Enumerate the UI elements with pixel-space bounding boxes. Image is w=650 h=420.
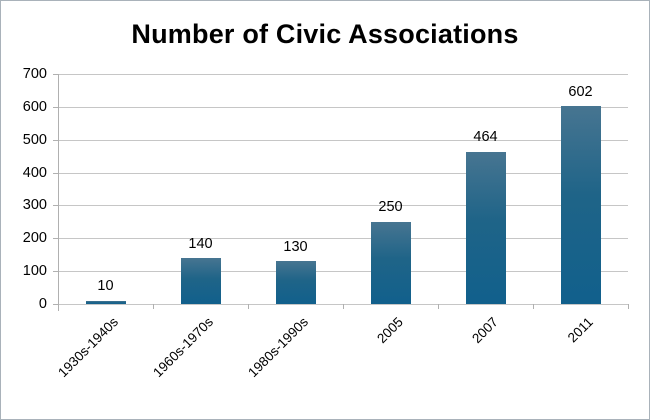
bar-value-label-1930s-1940s: 10 (97, 278, 114, 295)
x-category-label-2011: 2011 (565, 314, 597, 346)
bar-1960s-1970s (180, 258, 221, 304)
y-tick-500 (53, 139, 58, 141)
y-tick-label-600: 600 (22, 98, 47, 115)
y-tick-label-400: 400 (22, 164, 47, 181)
gridline-400 (58, 172, 628, 174)
x-tick-3 (343, 304, 344, 309)
y-tick-600 (53, 106, 58, 108)
bar-value-label-2011: 602 (568, 83, 593, 100)
x-tick-4 (438, 304, 439, 309)
y-tick-label-0: 0 (38, 296, 47, 312)
x-category-label-2007: 2007 (469, 314, 502, 347)
chart-title: Number of Civic Associations (131, 19, 519, 49)
x-tick-2 (248, 304, 249, 309)
plot-area: 10 140 130 250 464 602 (53, 74, 629, 311)
bar-value-label-2005: 250 (378, 199, 403, 216)
y-tick-0 (53, 304, 58, 305)
x-tick-5 (533, 304, 534, 309)
bar-value-label-2007: 464 (473, 129, 498, 146)
y-tick-label-500: 500 (22, 131, 47, 148)
gridline-100 (58, 271, 628, 273)
gridline-300 (58, 205, 628, 207)
bar-1930s-1940s (85, 300, 126, 304)
y-tick-300 (53, 205, 58, 207)
bar-2005 (370, 221, 411, 304)
bar-value-label-1980s-1990s: 130 (283, 238, 308, 255)
x-tick-1 (153, 304, 154, 309)
bar-2011 (560, 106, 601, 304)
y-tick-700 (53, 74, 58, 75)
y-tick-200 (53, 238, 58, 240)
y-tick-label-100: 100 (22, 263, 47, 280)
bar-2007 (465, 151, 506, 304)
y-tick-label-700: 700 (22, 66, 47, 82)
gridline-600 (58, 106, 628, 108)
x-tick-6 (628, 304, 629, 309)
x-category-label-1960s-1970s: 1960s-1970s (150, 314, 217, 381)
x-tick-0 (58, 304, 59, 309)
bar-1980s-1990s (275, 261, 316, 304)
x-category-label-2005: 2005 (374, 314, 407, 347)
y-tick-400 (53, 172, 58, 174)
x-category-label-1980s-1990s: 1980s-1990s (245, 314, 312, 381)
y-axis-line (58, 74, 59, 311)
bar-value-label-1960s-1970s: 140 (188, 235, 213, 252)
y-tick-label-200: 200 (22, 230, 47, 247)
x-category-label-1930s-1940s: 1930s-1940s (55, 314, 122, 381)
y-tick-label-300: 300 (22, 197, 47, 214)
y-tick-100 (53, 271, 58, 273)
gridline-500 (58, 139, 628, 141)
gridline-700 (58, 74, 628, 75)
gridline-200 (58, 238, 628, 240)
